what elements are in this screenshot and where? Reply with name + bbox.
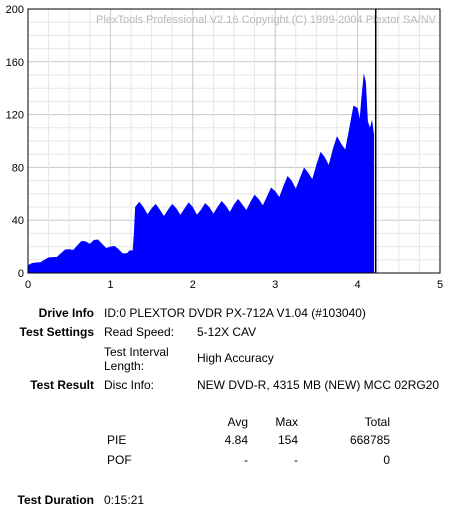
- copyright-text: PlexTools Professional V2.16 Copyright (…: [96, 14, 437, 26]
- y-tick-label: 160: [6, 57, 24, 69]
- test-duration-value: 0:15:21: [104, 493, 145, 507]
- pof-total: 0: [383, 453, 390, 467]
- y-axis-ticks: 0 40 80 120 160 200: [6, 4, 24, 280]
- test-duration-label: Test Duration: [17, 493, 94, 507]
- interval-value: High Accuracy: [197, 351, 274, 365]
- pof-row-name: POF: [107, 453, 132, 467]
- drive-info-value: ID:0 PLEXTOR DVDR PX-712A V1.04 (#103040…: [104, 306, 366, 320]
- x-tick-label: 2: [190, 279, 196, 291]
- x-tick-label: 3: [272, 279, 278, 291]
- plot-border: [27, 8, 441, 274]
- pie-max: 154: [277, 433, 298, 447]
- header-max: Max: [275, 415, 298, 429]
- read-speed-value: 5-12X CAV: [197, 325, 257, 339]
- interval-label-line1: Test Interval: [104, 345, 169, 359]
- x-tick-label: 5: [437, 279, 443, 291]
- interval-label-line2: Length:: [104, 359, 145, 373]
- pie-total: 668785: [349, 433, 390, 447]
- pof-avg: -: [244, 453, 248, 467]
- drive-info-label: Drive Info: [38, 306, 94, 320]
- read-speed-label: Read Speed:: [104, 325, 175, 339]
- header-avg: Avg: [227, 415, 248, 429]
- x-tick-label: 1: [107, 279, 113, 291]
- test-settings-label: Test Settings: [19, 325, 94, 339]
- pie-avg: 4.84: [224, 433, 248, 447]
- pie-chart: PlexTools Professional V2.16 Copyright (…: [6, 4, 443, 291]
- disc-info-value: NEW DVD-R, 4315 MB (NEW) MCC 02RG20: [197, 378, 440, 392]
- x-tick-label: 0: [25, 279, 31, 291]
- disc-info-label: Disc Info:: [104, 378, 155, 392]
- y-tick-label: 120: [6, 110, 24, 122]
- y-tick-label: 200: [6, 4, 24, 16]
- header-total: Total: [364, 415, 390, 429]
- pof-max: -: [294, 453, 298, 467]
- y-tick-label: 80: [12, 162, 24, 174]
- pie-row-name: PIE: [107, 433, 127, 447]
- test-result-label: Test Result: [30, 378, 94, 392]
- y-tick-label: 0: [18, 268, 24, 280]
- y-tick-label: 40: [12, 215, 24, 227]
- x-axis-ticks: 0 1 2 3 4 5: [25, 279, 443, 291]
- pie-area-series: [28, 73, 375, 273]
- x-tick-label: 4: [355, 279, 361, 291]
